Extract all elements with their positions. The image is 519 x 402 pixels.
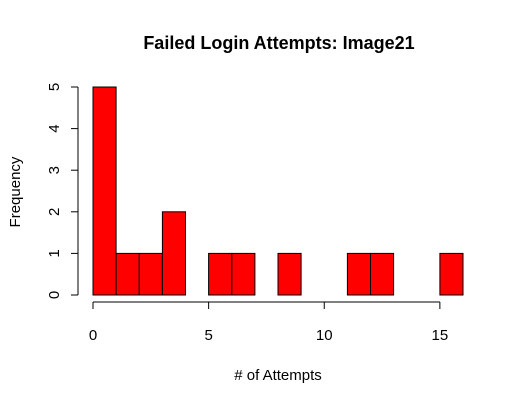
bars-group xyxy=(92,86,464,296)
y-tick-label: 4 xyxy=(46,124,63,132)
histogram-bar xyxy=(370,252,395,296)
histogram-bar xyxy=(208,252,233,296)
histogram-bar xyxy=(439,252,464,296)
histogram-bar xyxy=(115,252,140,296)
x-axis: 0 5 10 15 xyxy=(89,301,449,344)
y-tick-label: 3 xyxy=(46,166,63,174)
histogram-bar xyxy=(161,211,186,296)
histogram-bar xyxy=(277,252,302,296)
y-tick-label: 0 xyxy=(46,291,63,299)
y-tick-label: 5 xyxy=(46,83,63,91)
y-axis-label: Frequency xyxy=(7,156,24,227)
x-tick-label: 10 xyxy=(316,327,333,344)
x-tick-label: 15 xyxy=(432,327,449,344)
x-axis-label: # of Attempts xyxy=(234,367,322,384)
histogram-bar xyxy=(346,252,371,296)
y-tick-label: 2 xyxy=(46,208,63,216)
x-tick-label: 0 xyxy=(89,327,97,344)
chart-title: Failed Login Attempts: Image21 xyxy=(143,33,414,53)
y-tick-label: 1 xyxy=(46,249,63,257)
histogram-bar xyxy=(92,86,117,296)
histogram-bar xyxy=(138,252,163,296)
y-axis: 0 1 2 3 4 5 xyxy=(46,83,79,299)
x-tick-label: 5 xyxy=(204,327,212,344)
histogram-bar xyxy=(231,252,256,296)
